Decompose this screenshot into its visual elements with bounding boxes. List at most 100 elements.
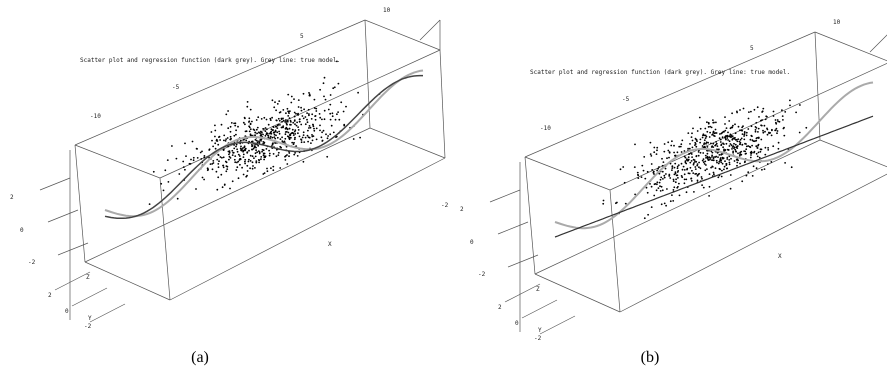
scatter-point bbox=[329, 118, 332, 121]
scatter-point bbox=[311, 135, 314, 138]
scatter-point bbox=[291, 128, 294, 131]
scatter-point bbox=[323, 76, 326, 79]
scatter-point bbox=[263, 172, 266, 175]
scatter-point bbox=[345, 105, 347, 108]
scatter-point bbox=[690, 177, 693, 180]
scatter-point bbox=[731, 112, 733, 115]
scatter-point bbox=[672, 180, 675, 183]
scatter-point bbox=[751, 175, 754, 177]
scatter-point bbox=[784, 162, 786, 164]
scatter-point bbox=[698, 116, 701, 119]
scatter-point bbox=[251, 140, 254, 143]
scatter-point bbox=[275, 109, 277, 112]
scatter-point bbox=[324, 98, 327, 101]
scatter-point bbox=[235, 145, 237, 148]
scatter-point bbox=[297, 99, 300, 101]
scatter-point bbox=[698, 161, 700, 164]
scatter-point bbox=[332, 131, 335, 134]
box-edge bbox=[524, 156, 611, 191]
scatter-point bbox=[730, 157, 732, 160]
scatter-point bbox=[722, 146, 724, 149]
scatter-point bbox=[703, 134, 706, 137]
scatter-point bbox=[728, 155, 731, 158]
scatter-point bbox=[210, 131, 213, 133]
scatter-point bbox=[270, 128, 273, 131]
scatter-point bbox=[660, 176, 663, 179]
scatter-point bbox=[719, 133, 721, 135]
scatter-point bbox=[211, 139, 213, 142]
scatter-point bbox=[734, 123, 736, 126]
scatter-point bbox=[260, 130, 262, 133]
scatter-point bbox=[236, 148, 239, 151]
scatter-point bbox=[680, 162, 683, 165]
scatter-point bbox=[754, 129, 757, 131]
scatter-point bbox=[660, 185, 663, 188]
scatter-point bbox=[215, 170, 218, 173]
left-tick-label: -2 bbox=[28, 259, 36, 266]
scatter-point bbox=[245, 139, 248, 142]
scatter-point bbox=[663, 202, 666, 205]
scatter-point bbox=[254, 152, 257, 155]
scatter-point bbox=[322, 82, 325, 85]
scatter-point bbox=[190, 158, 192, 161]
scatter-point bbox=[758, 156, 761, 159]
scatter-point bbox=[220, 173, 223, 176]
scatter-point bbox=[704, 127, 707, 130]
scatter-point bbox=[701, 136, 704, 139]
scatter-point bbox=[712, 142, 715, 145]
scatter-point bbox=[249, 108, 252, 111]
scatter-point bbox=[692, 158, 695, 161]
scatter-point bbox=[338, 118, 341, 121]
scatter-point bbox=[242, 121, 245, 124]
scatter-point bbox=[297, 129, 300, 131]
scatter-point bbox=[314, 118, 317, 121]
scatter-point bbox=[249, 133, 252, 136]
scatter-point bbox=[680, 143, 683, 146]
scatter-point bbox=[297, 106, 300, 108]
scatter-point bbox=[736, 140, 739, 143]
scatter-point bbox=[301, 115, 304, 117]
scatter-point bbox=[753, 150, 756, 153]
scatter-point bbox=[708, 195, 710, 197]
scatter-point bbox=[655, 153, 658, 156]
scatter-point bbox=[292, 134, 295, 137]
scatter-point bbox=[300, 139, 303, 141]
scatter-point bbox=[747, 171, 750, 174]
scatter-point bbox=[710, 126, 713, 129]
box-edge bbox=[84, 261, 171, 301]
scatter-point bbox=[342, 110, 345, 113]
scatter-point bbox=[705, 141, 708, 144]
x-axis-label: X bbox=[778, 253, 782, 260]
scatter-point bbox=[293, 153, 296, 156]
scatter-point bbox=[184, 168, 186, 171]
scatter-point bbox=[712, 119, 714, 121]
scatter-point bbox=[336, 60, 338, 63]
scatter-point bbox=[705, 157, 707, 159]
scatter-point bbox=[774, 129, 777, 132]
scatter-point bbox=[763, 124, 766, 127]
scatter-point bbox=[237, 153, 240, 156]
scatter-point bbox=[235, 129, 238, 132]
scatter-point bbox=[724, 137, 727, 139]
scatter-point bbox=[705, 135, 708, 138]
scatter-point bbox=[714, 128, 717, 131]
scatter-point bbox=[268, 152, 271, 155]
scatter-point bbox=[264, 130, 267, 133]
scatter-point bbox=[708, 185, 711, 188]
scatter-point bbox=[255, 161, 258, 164]
scatter-point bbox=[790, 166, 793, 169]
axis-tick bbox=[539, 315, 576, 335]
scatter-point bbox=[716, 145, 719, 148]
scatter-point bbox=[679, 145, 682, 148]
scatter-point bbox=[302, 92, 305, 95]
scatter-point bbox=[734, 148, 737, 151]
scatter-point bbox=[308, 113, 310, 115]
scatter-point bbox=[645, 186, 648, 189]
scatter-point bbox=[738, 140, 741, 143]
box-edge bbox=[159, 177, 171, 301]
scatter-point bbox=[303, 108, 305, 111]
scatter-point bbox=[285, 112, 287, 115]
scatter-point bbox=[302, 160, 305, 163]
scatter-point bbox=[749, 156, 752, 159]
scatter-point bbox=[686, 168, 688, 171]
